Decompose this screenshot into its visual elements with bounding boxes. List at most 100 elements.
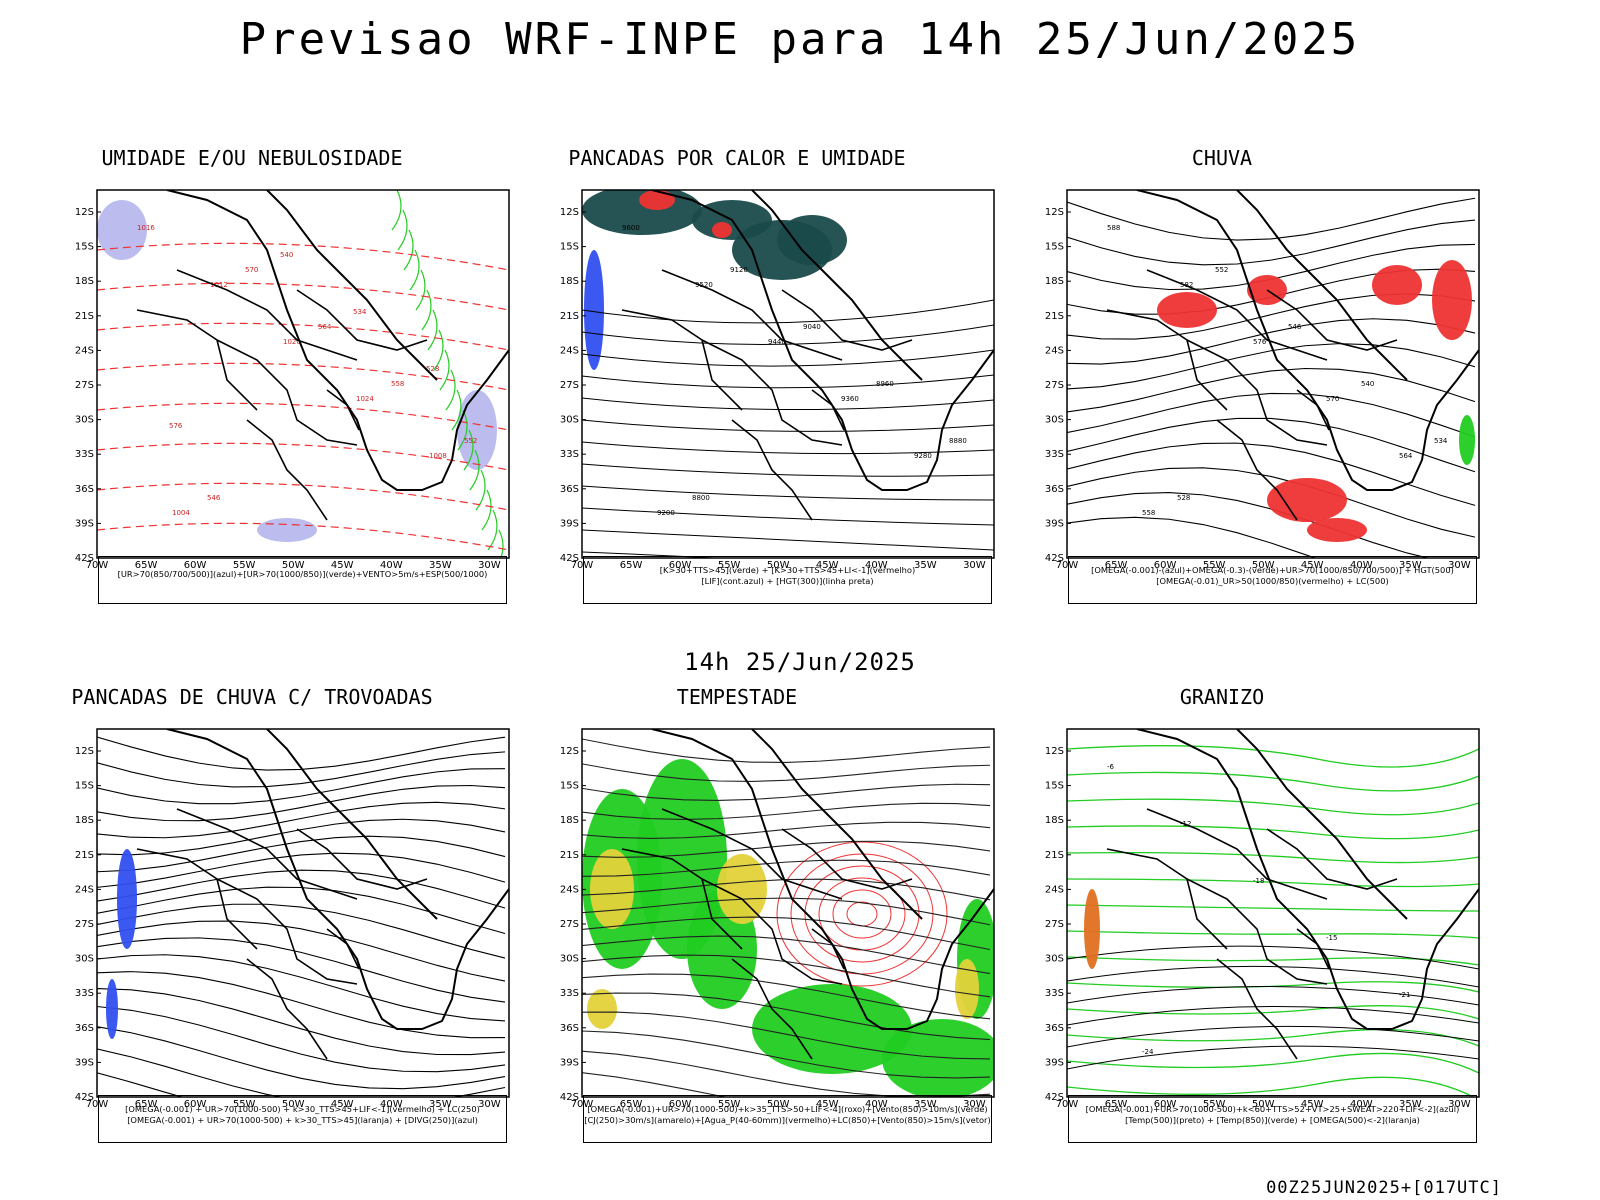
lat-tick-label: 36S	[1045, 484, 1064, 495]
shaded-area	[587, 989, 617, 1029]
temp850-contour	[1067, 1028, 1479, 1047]
panel-title: TEMPESTADE	[676, 685, 798, 709]
lat-tick-label: 33S	[75, 988, 94, 999]
country-border	[1106, 848, 1228, 950]
streamline	[582, 800, 991, 820]
streamline	[97, 886, 506, 935]
shaded-area	[1372, 265, 1422, 305]
thickness-contour	[97, 522, 509, 551]
lat-tick-label: 30S	[560, 954, 579, 965]
temp500-contour	[1067, 1025, 1479, 1048]
lon-tick-label: 60W	[184, 560, 207, 571]
height-contour	[582, 551, 725, 558]
contour-label: 540	[1361, 380, 1374, 388]
lon-tick-label: 40W	[380, 1099, 403, 1110]
panel-granizo: GRANIZO -6 -12 -18 -15 -21 -24 12S 15S 18S 21S 24S…	[1045, 685, 1567, 1185]
streamline	[582, 916, 991, 951]
country-border	[731, 958, 813, 1060]
lon-tick-label: 55W	[718, 560, 741, 571]
legend-line: [OMEGA(-0.001) + UR>70(1000-500) + k>30_…	[127, 1115, 478, 1125]
contour-label: -24	[1142, 1048, 1154, 1056]
lat-tick-label: 33S	[1045, 988, 1064, 999]
shaded-area	[1432, 260, 1472, 340]
streamline	[97, 903, 506, 959]
lon-tick-label: 50W	[282, 1099, 305, 1110]
country-border	[136, 309, 258, 411]
humidity-contour	[463, 429, 474, 471]
coastline	[1136, 729, 1479, 1030]
temp500-contour	[1067, 1005, 1479, 1026]
contour-label: 558	[1142, 509, 1155, 517]
shaded-area	[639, 190, 675, 210]
lon-tick-label: 70W	[86, 1099, 109, 1110]
streamline	[582, 859, 991, 877]
lat-tick-label: 24S	[560, 345, 579, 356]
map-frame	[581, 728, 995, 1098]
shaded-area	[117, 849, 137, 949]
lat-tick-label: 36S	[560, 484, 579, 495]
humidity-contour	[421, 289, 432, 331]
lon-tick-label: 45W	[816, 1099, 839, 1110]
lon-tick-label: 50W	[1252, 560, 1275, 571]
streamline	[97, 920, 506, 982]
streamline	[97, 869, 506, 909]
lon-tick-label: 40W	[1350, 1099, 1373, 1110]
lon-tick-label: 40W	[865, 560, 888, 571]
country-border	[781, 828, 913, 890]
lat-tick-label: 36S	[75, 484, 94, 495]
lon-tick-label: 60W	[669, 1099, 692, 1110]
streamline	[1067, 318, 1476, 365]
streamline	[1067, 367, 1476, 413]
shaded-area	[584, 250, 604, 370]
lon-tick-label: 30W	[1448, 1099, 1471, 1110]
lat-tick-label: 21S	[560, 850, 579, 861]
thickness-contour	[97, 322, 509, 351]
contour-label: -6	[1107, 763, 1115, 771]
legend-line: [UR>70(850/700/500)](azul)+[UR>70(1000/8…	[117, 569, 488, 579]
panel-chuva: CHUVA 588 582 576 570 564 558 552 546 540 534 528 1…	[1045, 146, 1567, 646]
lat-tick-label: 42S	[560, 553, 579, 564]
country-border	[1296, 389, 1330, 431]
humidity-contour	[397, 209, 408, 251]
coastline	[266, 190, 438, 381]
temp850-contour	[1067, 745, 1479, 768]
map-figure: 588 582 576 570 564 558 552 546 540 534 528 12S 15S 1…	[1045, 189, 1480, 571]
lon-tick-label: 30W	[478, 560, 501, 571]
thickness-contour	[97, 282, 509, 311]
lat-tick-label: 15S	[1045, 781, 1064, 792]
humidity-contour	[498, 529, 504, 558]
lat-tick-label: 12S	[560, 746, 579, 757]
lon-tick-label: 45W	[331, 560, 354, 571]
humidity-contour	[415, 269, 426, 311]
shaded-area	[257, 518, 317, 542]
page-title: Previsao WRF-INPE para 14h 25/Jun/2025	[239, 14, 1361, 65]
lat-tick-label: 15S	[1045, 242, 1064, 253]
height-contour	[582, 397, 994, 411]
contour-label: 8800	[692, 494, 710, 502]
panel-legend: [OMEGA(-0.001)+UR>70(1000-500)+k<60+TTS>…	[1068, 1095, 1477, 1143]
lat-tick-label: 21S	[75, 311, 94, 322]
lat-tick-label: 24S	[560, 884, 579, 895]
lc-contour	[804, 865, 920, 963]
contour-label: 9200	[657, 509, 675, 517]
streamline	[582, 759, 991, 782]
map-layers	[582, 729, 994, 1097]
lat-tick-label: 30S	[1045, 415, 1064, 426]
streamline	[97, 852, 506, 888]
streamline	[582, 992, 991, 1041]
lon-tick-label: 35W	[429, 560, 452, 571]
height-contour	[582, 441, 994, 455]
lat-tick-label: 21S	[1045, 311, 1064, 322]
contour-label: 1020	[283, 338, 301, 346]
streamline	[582, 779, 991, 801]
lat-tick-label: 39S	[1045, 518, 1064, 529]
legend-line: [OMEGA(-0.001)+UR>70(1000-500)+k<60+TTS>…	[1085, 1104, 1460, 1114]
temp850-contour	[1067, 904, 1479, 912]
humidity-contour	[433, 329, 444, 371]
temp850-contour	[1067, 771, 1479, 792]
lat-tick-label: 12S	[1045, 207, 1064, 218]
contour-label: -21	[1399, 991, 1410, 999]
lon-tick-label: 70W	[1056, 1099, 1079, 1110]
contour-label: 9040	[803, 323, 821, 331]
streamline	[582, 1011, 991, 1060]
